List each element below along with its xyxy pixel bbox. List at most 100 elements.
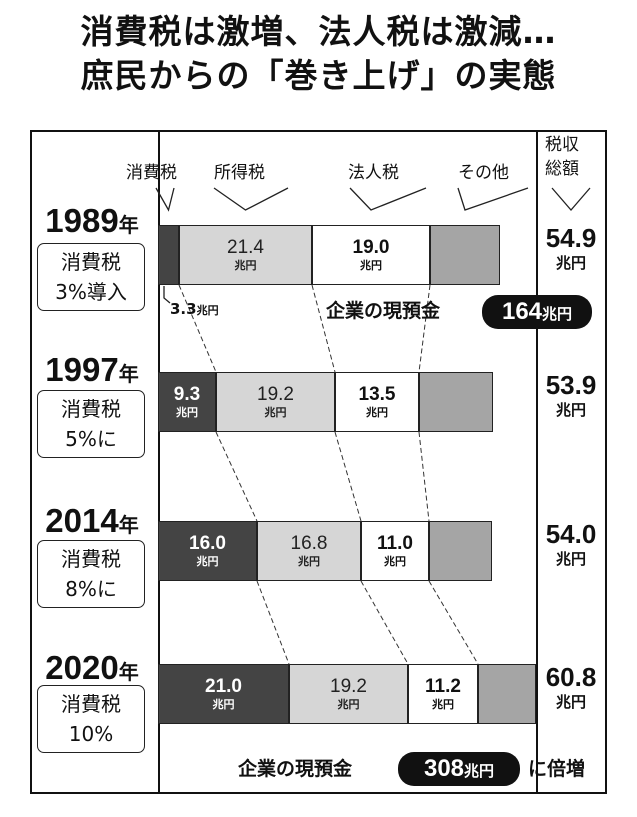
year-label-1997: 1997年 [33, 352, 151, 393]
bar-unit: 兆円 [212, 698, 235, 711]
total-value: 54.9 [545, 223, 597, 253]
year-suffix: 年 [118, 215, 139, 237]
bar-value: 19.0 [352, 237, 390, 258]
bar-corporate-tax-1997: 13.5 兆円 [335, 372, 419, 432]
header-pointer [457, 187, 529, 211]
bar-unit: 兆円 [234, 259, 257, 272]
header-other: その他 [458, 163, 509, 183]
title-line-1: 消費税は激増、法人税は激減… [80, 12, 557, 51]
consumption-1989-label: 3.3兆円 [170, 300, 219, 318]
bar-unit: 兆円 [432, 698, 454, 711]
bar-value: 21.0 [205, 676, 242, 697]
total-value: 60.8 [545, 662, 597, 692]
note-line: 消費税 [61, 250, 121, 274]
bar-consumption-tax-2014: 16.0 兆円 [158, 521, 257, 581]
bar-value: 9.3 [173, 384, 201, 405]
tax-rate-note-1989: 消費税 3%導入 [37, 243, 145, 311]
year-number: 1997 [45, 351, 119, 388]
header-pointer [551, 187, 591, 211]
year-label-2014: 2014年 [33, 503, 151, 544]
bar-corporate-tax-1989: 19.0 兆円 [312, 225, 430, 285]
total-2020: 60.8 兆円 [536, 662, 606, 712]
bar-unit: 兆円 [298, 555, 320, 568]
year-suffix: 年 [118, 662, 139, 684]
title-line-2: 庶民からの「巻き上げ」の実態 [80, 56, 557, 95]
bar-unit: 兆円 [176, 406, 198, 419]
bar-value: 13.5 [358, 384, 396, 405]
year-column-divider [158, 130, 160, 794]
cash-label-1989: 企業の現預金 [326, 300, 441, 322]
bar-value: 11.2 [425, 676, 461, 697]
bar-value: 21.4 [227, 237, 264, 258]
total-unit: 兆円 [555, 401, 586, 419]
bar-other-1997 [419, 372, 493, 432]
connector-line [360, 580, 409, 665]
year-suffix: 年 [118, 515, 139, 537]
bar-consumption-tax-2020: 21.0 兆円 [158, 664, 289, 724]
header-corporate-tax: 法人税 [348, 163, 399, 183]
bar-value: 19.2 [330, 676, 367, 697]
note-line: 消費税 [61, 397, 121, 421]
bar-consumption-tax-1997: 9.3 兆円 [158, 372, 216, 432]
total-unit: 兆円 [555, 550, 586, 568]
note-line: 8%に [65, 577, 117, 601]
cash-suffix-2020: に倍増 [528, 758, 586, 780]
header-pointer [213, 187, 289, 211]
connector-line [334, 431, 362, 522]
header-total-line-1: 税収 [545, 135, 579, 155]
bar-unit: 兆円 [196, 555, 219, 568]
note-line: 消費税 [61, 547, 121, 571]
bar-other-2014 [429, 521, 492, 581]
connector-line [418, 431, 430, 522]
bar-income-tax-1989: 21.4 兆円 [179, 225, 312, 285]
header-income-tax: 所得税 [214, 163, 265, 183]
tax-rate-note-2020: 消費税 10% [37, 685, 145, 753]
note-line: 3%導入 [55, 280, 127, 304]
cash-badge-1989: 164兆円 [482, 295, 592, 329]
total-1989: 54.9 兆円 [536, 223, 606, 273]
bar-income-tax-1997: 19.2 兆円 [216, 372, 335, 432]
header-consumption-tax: 消費税 [126, 163, 177, 183]
bar-unit: 兆円 [360, 259, 382, 272]
connector-line [311, 284, 336, 373]
bar-unit: 兆円 [337, 698, 360, 711]
year-label-2020: 2020年 [33, 650, 151, 691]
bar-unit: 兆円 [366, 406, 388, 419]
bar-value: 19.2 [257, 384, 294, 405]
bar-corporate-tax-2020: 11.2 兆円 [408, 664, 478, 724]
year-number: 2020 [45, 649, 119, 686]
total-unit: 兆円 [555, 254, 586, 272]
tax-rate-note-1997: 消費税 5%に [37, 390, 145, 458]
bar-value: 16.8 [290, 533, 328, 554]
connector-line [418, 284, 431, 373]
note-line: 消費税 [61, 692, 121, 716]
connector-line [256, 580, 290, 665]
total-column-divider [536, 130, 538, 794]
bar-income-tax-2014: 16.8 兆円 [257, 521, 361, 581]
header-total-line-2: 総額 [545, 159, 579, 179]
note-line: 5%に [65, 427, 117, 451]
connector-line [428, 580, 479, 665]
chart-frame [30, 130, 607, 794]
year-number: 2014 [45, 502, 119, 539]
bar-consumption-tax-1989 [158, 225, 179, 285]
bar-value: 11.0 [377, 533, 413, 554]
bar-other-2020 [478, 664, 536, 724]
connector-line [215, 431, 258, 522]
note-line: 10% [68, 722, 114, 746]
bar-income-tax-2020: 19.2 兆円 [289, 664, 408, 724]
header-pointer [155, 187, 175, 212]
consumption-1989-pointer [163, 286, 171, 304]
total-unit: 兆円 [555, 693, 586, 711]
bar-unit: 兆円 [264, 406, 287, 419]
total-value: 53.9 [545, 370, 597, 400]
year-label-1989: 1989年 [33, 203, 151, 244]
year-suffix: 年 [118, 364, 139, 386]
tax-rate-note-2014: 消費税 8%に [37, 540, 145, 608]
header-pointer [349, 187, 427, 211]
cash-badge-2020: 308兆円 [398, 752, 520, 786]
total-1997: 53.9 兆円 [536, 370, 606, 420]
bar-value: 16.0 [189, 533, 226, 554]
total-value: 54.0 [545, 519, 597, 549]
